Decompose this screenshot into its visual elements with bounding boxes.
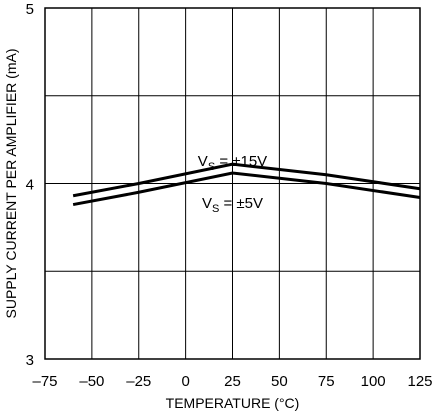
x-tick-label: 125 — [407, 373, 432, 390]
x-tick-label: 0 — [181, 373, 189, 390]
series-lines — [72, 162, 421, 207]
x-tick-label: –75 — [32, 373, 57, 390]
y-tick-label: 4 — [26, 177, 34, 194]
series-label-2: VS = ±5V — [202, 195, 263, 215]
plot-frame — [44, 7, 421, 360]
x-tick-label: 50 — [271, 373, 288, 390]
x-tick-label: –25 — [126, 373, 151, 390]
series-labels: VS = ±15V VS = ±5V — [198, 153, 267, 215]
series-label-1: VS = ±15V — [198, 153, 267, 173]
y-tick-label: 3 — [26, 352, 34, 369]
series-line-2 — [72, 171, 421, 207]
x-tick-label: 25 — [224, 373, 241, 390]
y-tick-labels: 3 4 5 — [26, 1, 34, 369]
x-tick-label: 100 — [361, 373, 386, 390]
x-axis-title: TEMPERATURE (°C) — [166, 395, 300, 411]
x-tick-labels: –75 –50 –25 0 25 50 75 100 125 — [32, 373, 432, 390]
grid-lines — [45, 8, 420, 359]
series-line-1 — [72, 162, 421, 198]
y-axis-title: SUPPLY CURRENT PER AMPLIFIER (mA) — [3, 49, 19, 319]
y-tick-label: 5 — [26, 1, 34, 18]
x-tick-label: 75 — [318, 373, 335, 390]
x-tick-label: –50 — [79, 373, 104, 390]
